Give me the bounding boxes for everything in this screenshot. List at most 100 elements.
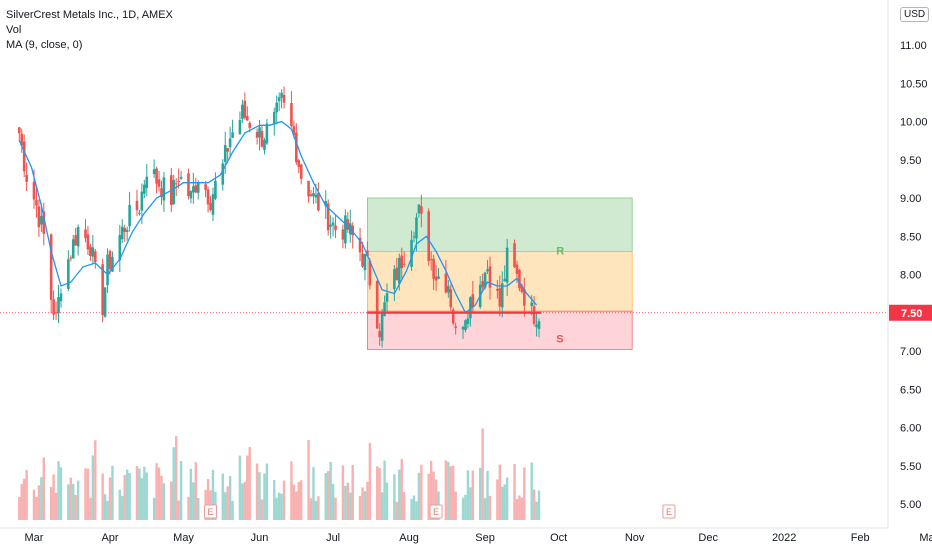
candle-body[interactable] xyxy=(74,235,77,246)
candle-body[interactable] xyxy=(415,217,418,239)
candle-body[interactable] xyxy=(155,168,158,184)
candle-body[interactable] xyxy=(402,263,406,265)
candle-body[interactable] xyxy=(32,181,36,200)
candle-body[interactable] xyxy=(307,180,310,197)
candle-body[interactable] xyxy=(221,163,225,185)
candle-body[interactable] xyxy=(344,215,347,244)
earnings-marker-icon[interactable] xyxy=(429,504,443,519)
candle-body[interactable] xyxy=(469,297,472,319)
candle-body[interactable] xyxy=(277,97,281,102)
candle-body[interactable] xyxy=(537,321,541,329)
candle-body[interactable] xyxy=(282,94,286,103)
candle-body[interactable] xyxy=(447,286,450,293)
candle-body[interactable] xyxy=(437,276,440,279)
candle-body[interactable] xyxy=(488,266,492,288)
candle-body[interactable] xyxy=(192,186,195,193)
candle-body[interactable] xyxy=(329,224,332,227)
candle-body[interactable] xyxy=(177,181,180,183)
candle-body[interactable] xyxy=(486,269,489,272)
candle-body[interactable] xyxy=(503,278,507,282)
candle-body[interactable] xyxy=(93,251,97,262)
earnings-marker-icon[interactable] xyxy=(204,504,218,519)
candle-body[interactable] xyxy=(20,133,24,146)
candle-body[interactable] xyxy=(69,257,73,259)
candle-body[interactable] xyxy=(40,215,43,225)
candle-body[interactable] xyxy=(152,169,156,175)
candle-body[interactable] xyxy=(363,253,367,271)
candle-body[interactable] xyxy=(385,293,389,302)
candle-body[interactable] xyxy=(226,148,229,152)
candle-body[interactable] xyxy=(515,264,519,274)
candle-body[interactable] xyxy=(393,269,396,290)
candle-body[interactable] xyxy=(290,102,293,127)
candle-body[interactable] xyxy=(361,253,364,267)
ma-line[interactable] xyxy=(18,120,538,314)
candle-body[interactable] xyxy=(383,302,386,317)
candle-body[interactable] xyxy=(138,212,141,214)
candle-body[interactable] xyxy=(42,211,46,234)
candle-body[interactable] xyxy=(263,139,266,150)
candle-body[interactable] xyxy=(331,222,335,226)
candle-body[interactable] xyxy=(128,204,131,227)
candle-body[interactable] xyxy=(375,280,379,329)
candle-body[interactable] xyxy=(260,131,264,147)
candle-body[interactable] xyxy=(245,116,249,121)
candle-body[interactable] xyxy=(520,285,524,293)
candle-body[interactable] xyxy=(204,184,207,191)
candle-body[interactable] xyxy=(395,267,399,281)
candle-body[interactable] xyxy=(378,331,381,338)
candle-body[interactable] xyxy=(76,226,80,247)
candle-body[interactable] xyxy=(314,194,318,198)
candle-body[interactable] xyxy=(211,194,215,215)
candle-body[interactable] xyxy=(174,183,178,185)
candle-body[interactable] xyxy=(172,180,176,204)
candle-body[interactable] xyxy=(523,288,526,306)
candle-body[interactable] xyxy=(324,201,328,207)
candle-body[interactable] xyxy=(214,180,217,199)
candle-body[interactable] xyxy=(500,283,504,308)
candle-body[interactable] xyxy=(196,182,200,193)
candle-body[interactable] xyxy=(59,293,63,302)
candle-body[interactable] xyxy=(255,131,259,138)
candle-body[interactable] xyxy=(483,272,487,288)
candle-body[interactable] xyxy=(444,273,448,293)
zone-resistance[interactable] xyxy=(367,197,633,252)
candle-body[interactable] xyxy=(454,326,457,328)
candle-body[interactable] xyxy=(209,202,212,211)
candle-body[interactable] xyxy=(513,243,516,268)
candle-body[interactable] xyxy=(111,256,114,272)
candle-body[interactable] xyxy=(54,312,58,314)
candle-body[interactable] xyxy=(57,297,60,314)
candle-body[interactable] xyxy=(309,194,313,197)
candle-body[interactable] xyxy=(358,237,362,253)
candle-body[interactable] xyxy=(120,226,124,240)
candle-body[interactable] xyxy=(498,288,502,307)
candle-body[interactable] xyxy=(17,127,21,134)
candle-body[interactable] xyxy=(312,193,315,197)
candle-body[interactable] xyxy=(35,199,38,206)
candle-body[interactable] xyxy=(434,276,438,281)
earnings-marker-icon[interactable] xyxy=(662,504,676,519)
candle-body[interactable] xyxy=(410,239,413,267)
candle-body[interactable] xyxy=(101,264,104,316)
candle-body[interactable] xyxy=(366,250,369,257)
candle-body[interactable] xyxy=(143,184,146,194)
candle-body[interactable] xyxy=(351,225,355,236)
volume-indicator-label[interactable]: Vol xyxy=(6,24,22,36)
candle-body[interactable] xyxy=(518,269,521,289)
candle-body[interactable] xyxy=(206,189,210,205)
candle-body[interactable] xyxy=(145,176,149,188)
candle-body[interactable] xyxy=(317,192,320,211)
candle-body[interactable] xyxy=(297,160,301,168)
candle-body[interactable] xyxy=(162,177,166,201)
candle-body[interactable] xyxy=(22,141,26,172)
candle-body[interactable] xyxy=(231,132,234,138)
candle-body[interactable] xyxy=(272,111,276,125)
candle-body[interactable] xyxy=(535,324,538,328)
candle-body[interactable] xyxy=(496,288,499,291)
candle-body[interactable] xyxy=(429,259,433,261)
candle-body[interactable] xyxy=(37,206,41,228)
candle-body[interactable] xyxy=(275,102,279,113)
candle-body[interactable] xyxy=(140,191,144,211)
